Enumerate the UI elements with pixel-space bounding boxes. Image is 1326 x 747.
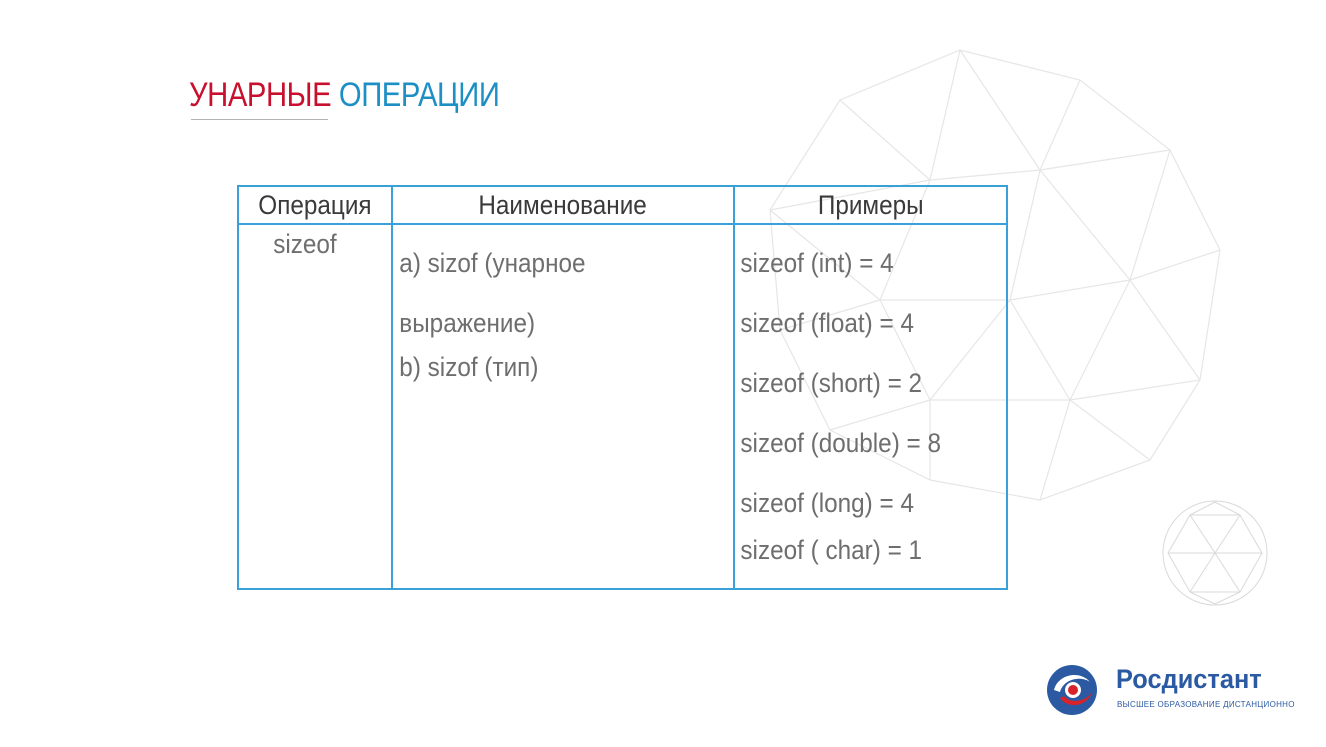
small-geodesic-sphere-icon	[1162, 500, 1268, 606]
example-line: sizeof (long) = 4	[740, 488, 914, 518]
operations-table: Операция Наименование Примеры sizeof a) …	[237, 185, 1008, 590]
table-header-row: Операция Наименование Примеры	[237, 185, 1008, 225]
header-name: Наименование	[391, 185, 735, 225]
title-word-2: ОПЕРАЦИИ	[338, 76, 500, 114]
cell-name: a) sizof (унарное выражение) b) sizof (т…	[391, 223, 735, 590]
logo-name: Росдистант	[1116, 664, 1262, 694]
operation-text: sizeof	[273, 229, 337, 259]
name-line: a) sizof (унарное	[399, 248, 586, 278]
example-line: sizeof (short) = 2	[740, 368, 923, 398]
cell-examples: sizeof (int) = 4 sizeof (float) = 4 size…	[733, 223, 1008, 590]
example-line: sizeof (int) = 4	[740, 248, 894, 278]
rosdistant-logo-icon	[1047, 665, 1097, 715]
example-line: sizeof ( char) = 1	[740, 535, 923, 565]
name-list: a) sizof (унарное выражение) b) sizof (т…	[393, 225, 699, 389]
title-underline	[191, 119, 328, 120]
example-line: sizeof (float) = 4	[740, 308, 914, 338]
header-operation: Операция	[237, 185, 393, 225]
name-line: выражение)	[399, 308, 536, 338]
examples-list: sizeof (int) = 4 sizeof (float) = 4 size…	[735, 225, 979, 572]
table-row: sizeof a) sizof (унарное выражение) b) s…	[237, 223, 1008, 590]
cell-operation: sizeof	[237, 223, 393, 590]
title-word-1: УНАРНЫЕ	[189, 76, 332, 114]
name-line: b) sizof (тип)	[399, 352, 539, 382]
header-examples: Примеры	[733, 185, 1008, 225]
page-title: УНАРНЫЕ ОПЕРАЦИИ	[189, 76, 500, 115]
logo-tagline: ВЫСШЕЕ ОБРАЗОВАНИЕ ДИСТАНЦИОННО	[1117, 700, 1295, 709]
example-line: sizeof (double) = 8	[740, 428, 942, 458]
